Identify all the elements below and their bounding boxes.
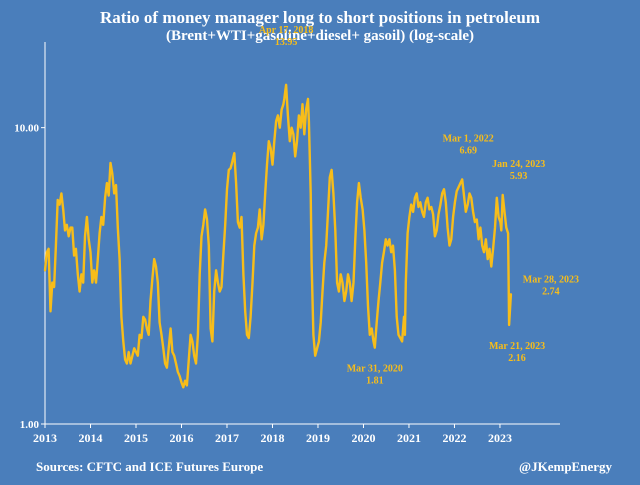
chart-title: Ratio of money manager long to short pos… xyxy=(100,8,540,27)
series-layer xyxy=(43,83,513,389)
chart-subtitle: (Brent+WTI+gasoline+diesel+ gasoil) (log… xyxy=(165,28,475,44)
x-tick-label: 2015 xyxy=(124,431,148,445)
annotation-value: 2.16 xyxy=(508,353,526,364)
x-tick-label: 2016 xyxy=(169,431,193,445)
y-tick-label: 1.00 xyxy=(20,419,40,431)
annotation-value: 13.95 xyxy=(275,37,298,48)
x-tick-label: 2022 xyxy=(442,431,466,445)
x-tick-label: 2014 xyxy=(78,431,102,445)
annotation-date: Mar 1, 2022 xyxy=(443,133,494,144)
x-tick-label: 2019 xyxy=(306,431,330,445)
annotation-date: Mar 28, 2023 xyxy=(523,274,579,285)
series-line xyxy=(43,83,513,389)
x-tick-label: 2020 xyxy=(351,431,375,445)
source-note: Sources: CFTC and ICE Futures Europe xyxy=(36,459,264,474)
x-tick-label: 2018 xyxy=(260,431,284,445)
annotation-date: Apr 17, 2018 xyxy=(259,25,314,36)
annotation-date: Mar 21, 2023 xyxy=(489,341,545,352)
annotation-date: Jan 24, 2023 xyxy=(492,159,545,170)
author-handle: @JKempEnergy xyxy=(519,459,612,474)
annotation-date: Mar 31, 2020 xyxy=(347,364,403,375)
x-tick-label: 2021 xyxy=(397,431,421,445)
axes: 1.00 10.00 2013 2014 2015 2016 2017 2018 2019 202… xyxy=(14,42,560,445)
y-tick-label: 10.00 xyxy=(14,123,39,135)
annotation-value: 5.93 xyxy=(510,171,528,182)
annotation-value: 6.69 xyxy=(459,145,477,156)
x-tick-label: 2017 xyxy=(215,431,239,445)
annotation-value: 1.81 xyxy=(366,376,384,387)
annotation-value: 2.74 xyxy=(542,286,560,297)
x-tick-label: 2023 xyxy=(488,431,512,445)
x-tick-label: 2013 xyxy=(33,431,57,445)
